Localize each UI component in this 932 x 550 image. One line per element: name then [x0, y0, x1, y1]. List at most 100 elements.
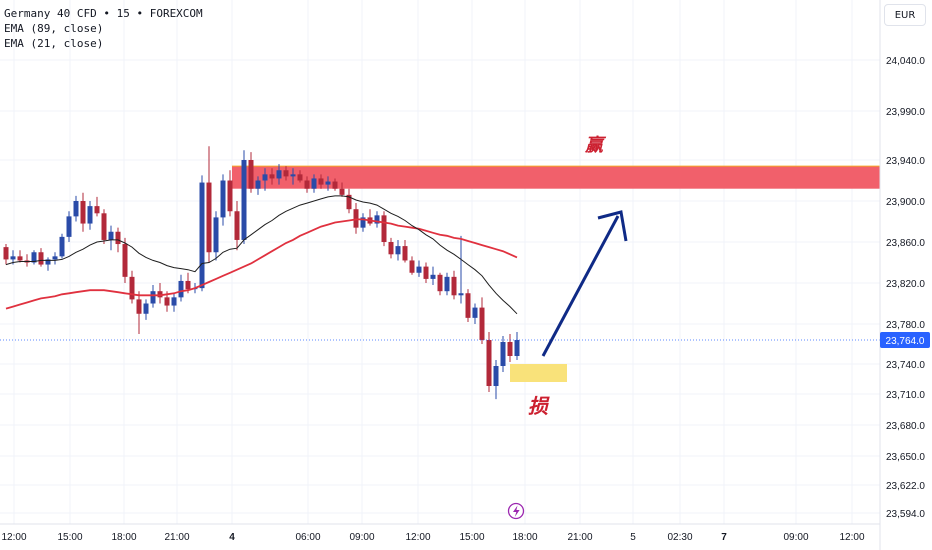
candle[interactable] — [122, 237, 128, 283]
candle[interactable] — [353, 203, 359, 234]
candle[interactable] — [416, 260, 422, 277]
candle[interactable] — [94, 196, 100, 217]
price-tick-label: 23,900.0 — [886, 197, 925, 208]
candle-body — [493, 366, 499, 386]
candle[interactable] — [486, 332, 492, 392]
candle[interactable] — [332, 178, 338, 191]
candle[interactable] — [514, 332, 520, 360]
candle[interactable] — [255, 176, 261, 195]
candle[interactable] — [346, 188, 352, 214]
price-tick-label: 23,622.0 — [886, 481, 925, 492]
candle-body — [346, 194, 352, 210]
candle[interactable] — [24, 254, 30, 267]
candle[interactable] — [269, 168, 275, 185]
candle[interactable] — [220, 174, 226, 226]
candle[interactable] — [143, 299, 149, 320]
candle[interactable] — [136, 291, 142, 334]
candle[interactable] — [367, 209, 373, 226]
candle[interactable] — [66, 211, 72, 242]
candle[interactable] — [87, 201, 93, 230]
candle[interactable] — [458, 235, 464, 304]
candle[interactable] — [199, 175, 205, 292]
candle[interactable] — [437, 272, 443, 296]
candle[interactable] — [339, 182, 345, 197]
candle[interactable] — [297, 170, 303, 183]
candle[interactable] — [276, 164, 282, 185]
candle-body — [437, 274, 443, 292]
candle[interactable] — [507, 334, 513, 362]
price-tick-label: 23,594.0 — [886, 509, 925, 520]
target-zone[interactable] — [232, 166, 880, 189]
candle[interactable] — [17, 250, 23, 263]
candle[interactable] — [178, 274, 184, 302]
candle[interactable] — [325, 176, 331, 191]
event-marker[interactable] — [507, 502, 525, 520]
candle-body — [3, 247, 9, 260]
ema-21-legend[interactable]: EMA (21, close) — [4, 37, 104, 50]
candle[interactable] — [234, 201, 240, 251]
candle[interactable] — [360, 213, 366, 232]
candle[interactable] — [304, 176, 310, 193]
candle[interactable] — [290, 168, 296, 185]
currency-selector[interactable]: EUR — [884, 4, 926, 26]
candle-body — [185, 280, 191, 290]
candle[interactable] — [423, 262, 429, 284]
candle[interactable] — [381, 211, 387, 247]
price-axis[interactable]: 24,040.0 23,990.0 23,940.0 23,900.0 23,860.0… — [886, 56, 925, 520]
candle-body — [171, 297, 177, 306]
candle[interactable] — [80, 192, 86, 232]
time-tick-label: 12:00 — [1, 532, 26, 543]
candle-body — [472, 307, 478, 318]
candle[interactable] — [108, 225, 114, 251]
candle[interactable] — [465, 289, 471, 322]
candle[interactable] — [409, 256, 415, 275]
candle[interactable] — [479, 297, 485, 344]
candle[interactable] — [430, 266, 436, 286]
candle[interactable] — [213, 211, 219, 261]
candle[interactable] — [262, 168, 268, 191]
candle[interactable] — [206, 146, 212, 263]
price-tick-label: 23,860.0 — [886, 238, 925, 249]
candle[interactable] — [402, 239, 408, 263]
candle[interactable] — [395, 239, 401, 261]
candle[interactable] — [59, 233, 65, 259]
candle[interactable] — [283, 166, 289, 181]
candle-body — [234, 211, 240, 240]
ema-89-legend[interactable]: EMA (89, close) — [4, 22, 104, 35]
grid-lines — [0, 0, 880, 524]
candle[interactable] — [171, 293, 177, 312]
chart-legend: Germany 40 CFD • 15 • FOREXCOM EMA (89, … — [4, 6, 203, 51]
candle[interactable] — [3, 244, 9, 265]
candle[interactable] — [248, 152, 254, 193]
candle[interactable] — [500, 336, 506, 372]
candle[interactable] — [451, 270, 457, 300]
candle[interactable] — [157, 283, 163, 304]
candle[interactable] — [73, 195, 79, 222]
candle[interactable] — [374, 211, 380, 228]
time-axis[interactable]: 12:00 15:00 18:00 21:00 4 06:00 09:00 12:00 15:0… — [1, 532, 864, 543]
ema-89-line[interactable] — [5, 218, 518, 310]
candle[interactable] — [45, 257, 51, 271]
candle[interactable] — [38, 248, 44, 267]
candle[interactable] — [493, 360, 499, 400]
price-tick-label: 23,780.0 — [886, 320, 925, 331]
candle[interactable] — [472, 303, 478, 325]
candle[interactable] — [31, 250, 37, 265]
ema-21-line[interactable] — [5, 195, 518, 315]
candle[interactable] — [311, 174, 317, 193]
candle-body — [87, 206, 93, 224]
time-tick-label: 21:00 — [567, 532, 592, 543]
projection-arrow[interactable] — [541, 210, 628, 357]
candle[interactable] — [318, 174, 324, 189]
candle[interactable] — [241, 150, 247, 245]
candle[interactable] — [227, 170, 233, 217]
candle[interactable] — [150, 285, 156, 308]
candle[interactable] — [129, 270, 135, 304]
candle[interactable] — [444, 272, 450, 296]
candle[interactable] — [388, 237, 394, 259]
candle[interactable] — [52, 252, 58, 265]
candle[interactable] — [101, 209, 107, 245]
symbol-title[interactable]: Germany 40 CFD • 15 • FOREXCOM — [4, 7, 203, 20]
stop-zone[interactable] — [510, 364, 567, 382]
